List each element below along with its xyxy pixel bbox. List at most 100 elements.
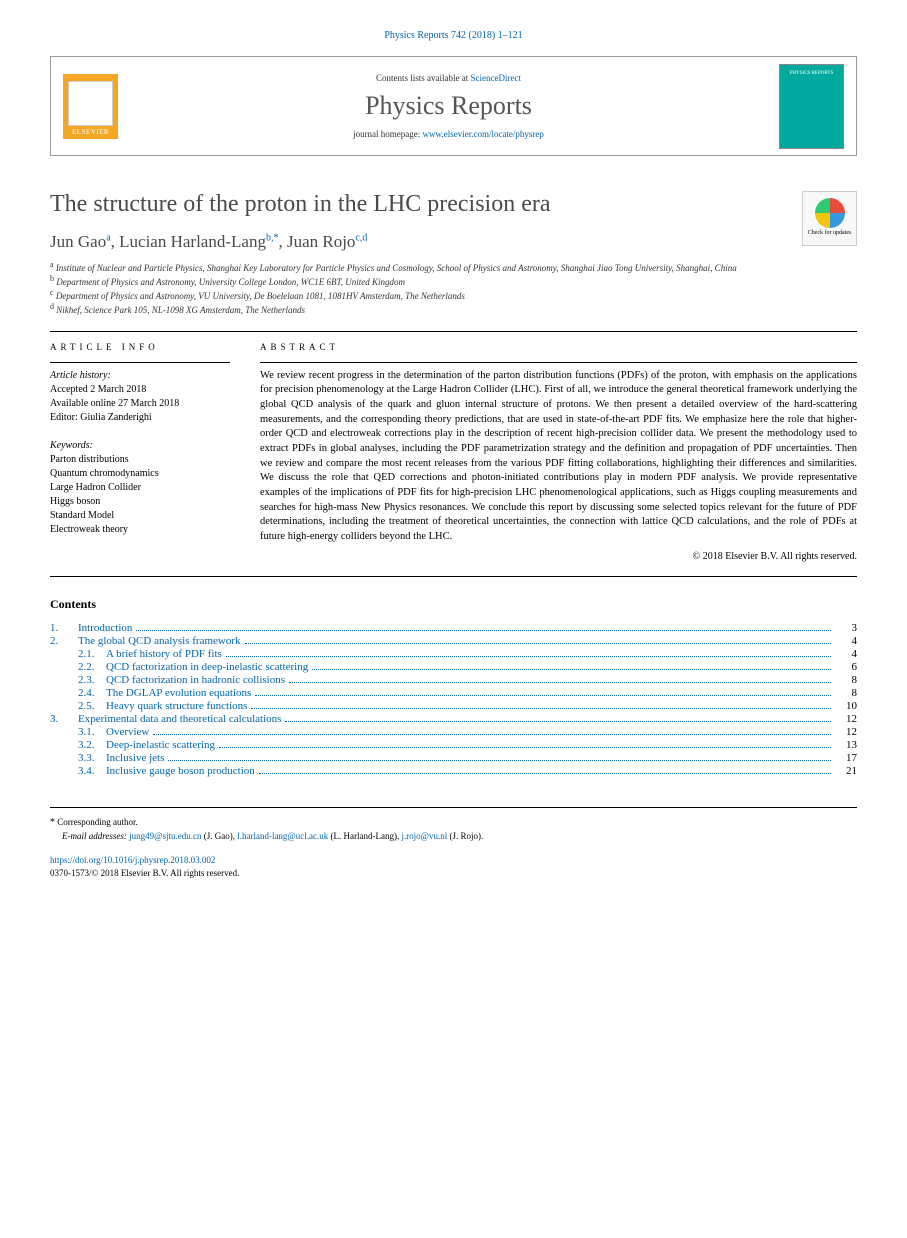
toc-row[interactable]: 1.Introduction 3	[50, 622, 857, 634]
toc-row[interactable]: 2.3.QCD factorization in hadronic collis…	[50, 674, 857, 686]
toc-page: 13	[835, 739, 857, 751]
homepage-line: journal homepage: www.elsevier.com/locat…	[118, 129, 779, 139]
author-1-affil: a	[106, 232, 110, 243]
toc-page: 4	[835, 635, 857, 647]
toc-page: 12	[835, 713, 857, 725]
toc-title: Deep-inelastic scattering	[106, 739, 215, 751]
keyword-0: Parton distributions	[50, 453, 230, 467]
toc-number: 3.3.	[50, 752, 106, 764]
divider-info	[50, 362, 230, 363]
toc-page: 12	[835, 726, 857, 738]
elsevier-label: ELSEVIER	[72, 128, 109, 136]
author-3: Juan Rojo	[287, 232, 355, 251]
elsevier-logo: ELSEVIER	[63, 74, 118, 139]
toc-number: 2.3.	[50, 674, 106, 686]
homepage-prefix: journal homepage:	[353, 129, 422, 139]
email-3-name: (J. Rojo)	[449, 831, 481, 841]
contents-heading: Contents	[50, 597, 857, 612]
article-info-heading: article info	[50, 342, 230, 352]
table-of-contents: 1.Introduction32.The global QCD analysis…	[50, 622, 857, 777]
abstract-text: We review recent progress in the determi…	[260, 369, 857, 545]
elsevier-tree-icon	[68, 81, 113, 126]
affiliation-c: Department of Physics and Astronomy, VU …	[56, 291, 465, 301]
toc-row[interactable]: 2.4.The DGLAP evolution equations8	[50, 687, 857, 699]
toc-leader-dots	[153, 734, 831, 735]
abstract-heading: abstract	[260, 342, 857, 352]
toc-number: 1.	[50, 622, 78, 634]
toc-page: 4	[835, 648, 857, 660]
toc-leader-dots	[168, 760, 831, 761]
toc-leader-dots	[255, 695, 831, 696]
editor-line: Editor: Giulia Zanderighi	[50, 411, 230, 425]
journal-cover-thumbnail: PHYSICS REPORTS	[779, 64, 844, 149]
contents-available-line: Contents lists available at ScienceDirec…	[118, 73, 779, 83]
toc-page: 8	[835, 687, 857, 699]
author-3-affil: c,d	[355, 232, 367, 243]
email-2-name: (L. Harland-Lang)	[330, 831, 396, 841]
keyword-3: Higgs boson	[50, 495, 230, 509]
check-updates-badge[interactable]: Check for updates	[802, 191, 857, 246]
issn-copyright: 0370-1573/© 2018 Elsevier B.V. All right…	[50, 868, 239, 878]
corr-star-icon: *	[50, 817, 55, 828]
toc-title: A brief history of PDF fits	[106, 648, 222, 660]
divider-top	[50, 331, 857, 332]
toc-leader-dots	[251, 708, 831, 709]
toc-number: 2.1.	[50, 648, 106, 660]
toc-row[interactable]: 2.2.QCD factorization in deep-inelastic …	[50, 661, 857, 673]
toc-page: 6	[835, 661, 857, 673]
toc-leader-dots	[245, 643, 831, 644]
toc-title: Inclusive jets	[106, 752, 164, 764]
toc-row[interactable]: 3.Experimental data and theoretical calc…	[50, 713, 857, 725]
sciencedirect-link[interactable]: ScienceDirect	[471, 73, 521, 83]
accepted-date: Accepted 2 March 2018	[50, 383, 230, 397]
toc-leader-dots	[259, 773, 831, 774]
homepage-link[interactable]: www.elsevier.com/locate/physrep	[423, 129, 544, 139]
toc-leader-dots	[312, 669, 831, 670]
toc-title: Overview	[106, 726, 149, 738]
toc-number: 2.	[50, 635, 78, 647]
article-history-block: Article history: Accepted 2 March 2018 A…	[50, 369, 230, 425]
divider-abstract	[260, 362, 857, 363]
toc-title: Inclusive gauge boson production	[106, 765, 255, 777]
affiliation-b: Department of Physics and Astronomy, Uni…	[56, 277, 405, 287]
toc-page: 17	[835, 752, 857, 764]
footer-block: * Corresponding author. E-mail addresses…	[50, 807, 857, 880]
toc-title: QCD factorization in deep-inelastic scat…	[106, 661, 308, 673]
email-1[interactable]: jung49@sjtu.edu.cn	[129, 831, 201, 841]
toc-row[interactable]: 2.The global QCD analysis framework 4	[50, 635, 857, 647]
toc-title: QCD factorization in hadronic collisions	[106, 674, 285, 686]
toc-title: The global QCD analysis framework	[78, 635, 241, 647]
affiliation-a: Institute of Nuclear and Particle Physic…	[56, 263, 737, 273]
abstract-copyright: © 2018 Elsevier B.V. All rights reserved…	[260, 551, 857, 562]
toc-leader-dots	[226, 656, 831, 657]
toc-row[interactable]: 3.2.Deep-inelastic scattering 13	[50, 739, 857, 751]
toc-row[interactable]: 2.1.A brief history of PDF fits 4	[50, 648, 857, 660]
journal-name: Physics Reports	[118, 91, 779, 121]
divider-bottom	[50, 576, 857, 577]
toc-page: 10	[835, 700, 857, 712]
toc-row[interactable]: 2.5.Heavy quark structure functions10	[50, 700, 857, 712]
toc-leader-dots	[136, 630, 831, 631]
keyword-4: Standard Model	[50, 509, 230, 523]
toc-number: 2.5.	[50, 700, 106, 712]
contents-prefix: Contents lists available at	[376, 73, 470, 83]
toc-row[interactable]: 3.1.Overview12	[50, 726, 857, 738]
doi-link[interactable]: https://doi.org/10.1016/j.physrep.2018.0…	[50, 855, 215, 865]
toc-title: Introduction	[78, 622, 132, 634]
toc-row[interactable]: 3.3.Inclusive jets 17	[50, 752, 857, 764]
toc-page: 3	[835, 622, 857, 634]
toc-number: 3.2.	[50, 739, 106, 751]
toc-number: 2.4.	[50, 687, 106, 699]
history-label: Article history:	[50, 369, 230, 383]
email-2[interactable]: l.harland-lang@ucl.ac.uk	[237, 831, 328, 841]
author-2-affil: b,*	[266, 232, 279, 243]
toc-row[interactable]: 3.4.Inclusive gauge boson production21	[50, 765, 857, 777]
toc-leader-dots	[285, 721, 831, 722]
journal-cover-label: PHYSICS REPORTS	[780, 65, 843, 76]
toc-title: Experimental data and theoretical calcul…	[78, 713, 281, 725]
toc-number: 3.4.	[50, 765, 106, 777]
email-3[interactable]: j.rojo@vu.nl	[401, 831, 447, 841]
paper-title: The structure of the proton in the LHC p…	[50, 191, 857, 218]
author-1: Jun Gao	[50, 232, 106, 251]
journal-header-box: ELSEVIER Contents lists available at Sci…	[50, 56, 857, 156]
